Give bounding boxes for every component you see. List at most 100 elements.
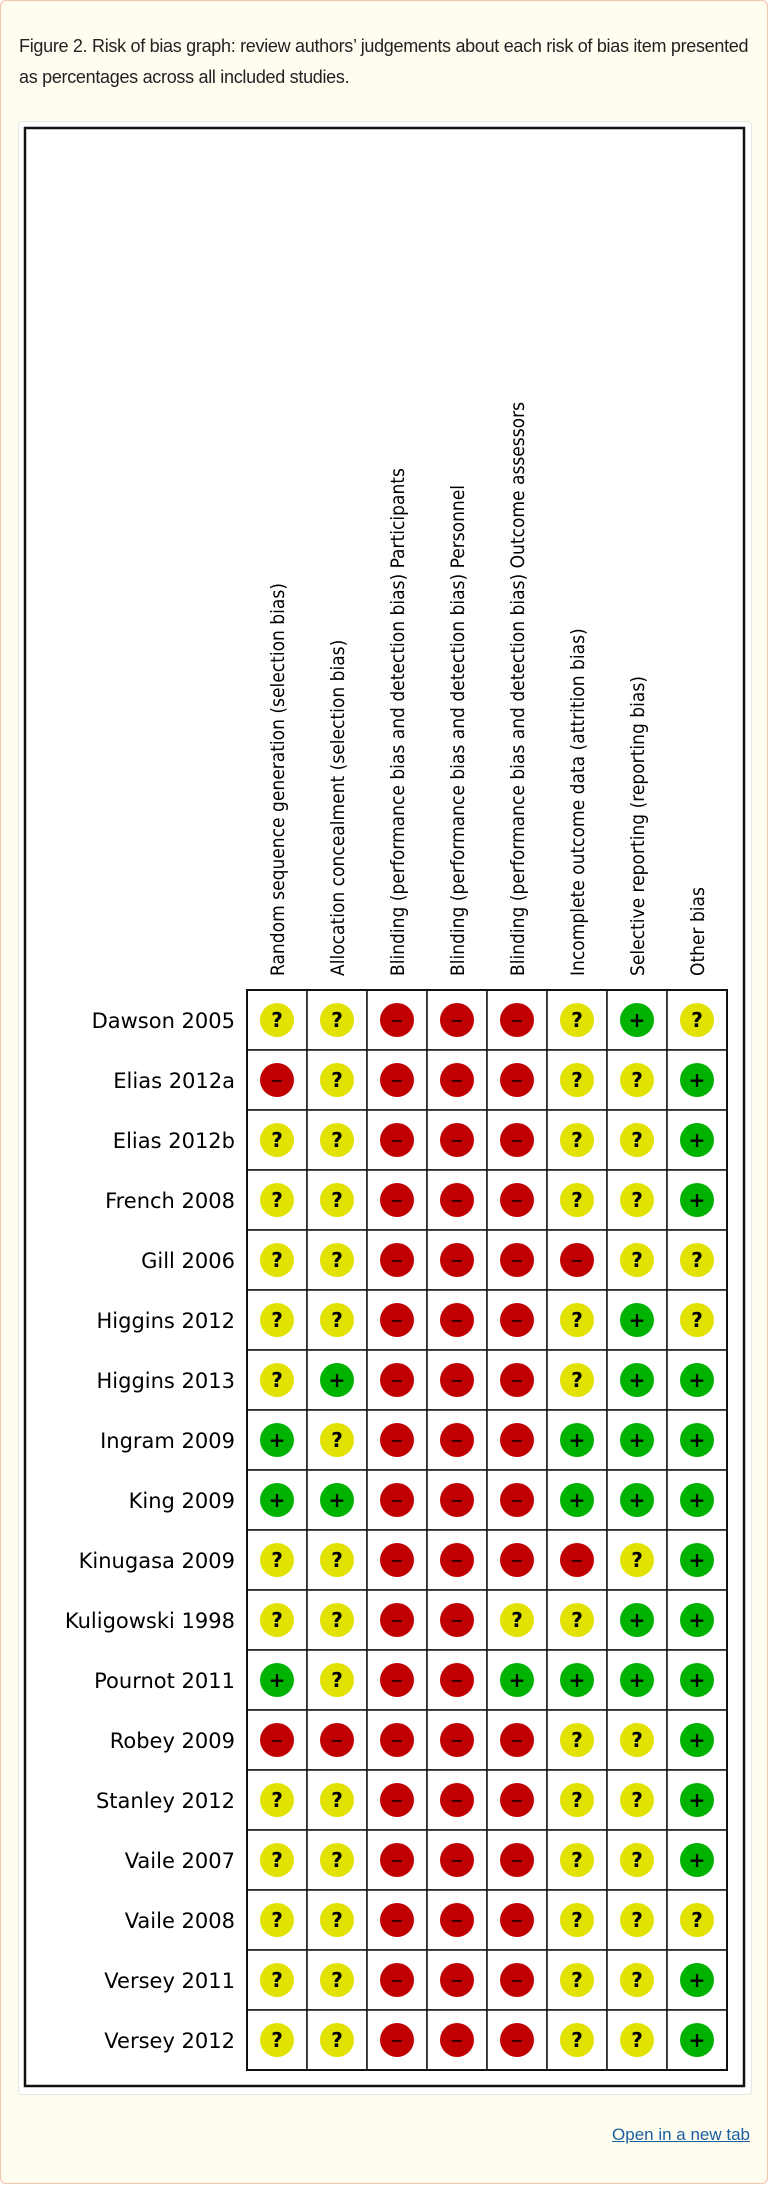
grid-cell — [606, 1589, 668, 1651]
risk-high-marker — [500, 1783, 534, 1817]
risk-symbol: ? — [631, 1248, 643, 1272]
risk-symbol: + — [329, 1368, 346, 1392]
risk-unclear-marker — [260, 1963, 294, 1997]
study-label: Elias 2012a — [113, 1069, 235, 1093]
risk-unclear-marker — [260, 1363, 294, 1397]
study-label: French 2008 — [105, 1189, 235, 1213]
grid-cell — [606, 1529, 668, 1591]
risk-symbol: − — [450, 1731, 463, 1750]
study-label: Pournot 2011 — [94, 1669, 235, 1693]
risk-unclear-marker — [560, 1303, 594, 1337]
risk-symbol: ? — [331, 1848, 343, 1872]
risk-unclear-marker — [320, 1303, 354, 1337]
risk-symbol: − — [390, 1311, 403, 1330]
risk-unclear-marker — [260, 1783, 294, 1817]
risk-low-marker — [620, 1663, 654, 1697]
risk-high-marker — [500, 1063, 534, 1097]
risk-symbol: ? — [331, 2028, 343, 2052]
risk-high-marker — [440, 1843, 474, 1877]
risk-symbol: ? — [571, 1728, 583, 1752]
risk-unclear-marker — [620, 1723, 654, 1757]
risk-symbol: + — [689, 1968, 706, 1992]
study-label: Versey 2011 — [104, 1969, 235, 1993]
risk-symbol: ? — [571, 1368, 583, 1392]
open-in-new-tab-link[interactable]: Open in a new tab — [612, 2125, 750, 2144]
study-label: Elias 2012b — [113, 1129, 235, 1153]
risk-unclear-marker — [680, 1903, 714, 1937]
risk-symbol: − — [390, 1851, 403, 1870]
risk-symbol: ? — [571, 2028, 583, 2052]
risk-high-marker — [380, 1483, 414, 1517]
risk-symbol: ? — [271, 1008, 283, 1032]
risk-unclear-marker — [560, 2023, 594, 2057]
risk-symbol: − — [510, 1131, 523, 1150]
study-label: Robey 2009 — [110, 1729, 235, 1753]
risk-symbol: − — [270, 1731, 283, 1750]
risk-high-marker — [560, 1543, 594, 1577]
risk-unclear-marker — [680, 1003, 714, 1037]
risk-high-marker — [440, 1603, 474, 1637]
risk-high-marker — [320, 1723, 354, 1757]
study-label: Kuligowski 1998 — [65, 1609, 235, 1633]
risk-symbol: − — [450, 1251, 463, 1270]
risk-symbol: ? — [631, 2028, 643, 2052]
risk-symbol: ? — [271, 1188, 283, 1212]
risk-symbol: − — [510, 1431, 523, 1450]
risk-symbol: ? — [571, 1188, 583, 1212]
risk-symbol: − — [450, 1971, 463, 1990]
risk-symbol: ? — [331, 1908, 343, 1932]
grid-border — [246, 989, 728, 2071]
risk-symbol: − — [390, 1671, 403, 1690]
study-label: Higgins 2013 — [97, 1369, 236, 1393]
risk-symbol: + — [689, 1128, 706, 1152]
risk-symbol: − — [450, 1671, 463, 1690]
risk-unclear-marker — [320, 1123, 354, 1157]
risk-symbol: + — [269, 1428, 286, 1452]
risk-unclear-marker — [320, 1243, 354, 1277]
risk-high-marker — [260, 1063, 294, 1097]
risk-symbol: − — [390, 1131, 403, 1150]
risk-high-marker — [380, 1843, 414, 1877]
risk-symbol: ? — [271, 1368, 283, 1392]
column-header: Selective reporting (reporting bias) — [627, 676, 649, 976]
risk-high-marker — [500, 1543, 534, 1577]
risk-high-marker — [440, 1723, 474, 1757]
risk-symbol: ? — [331, 1068, 343, 1092]
risk-symbol: − — [390, 1971, 403, 1990]
column-header: Incomplete outcome data (attrition bias) — [567, 628, 589, 976]
risk-symbol: − — [510, 1011, 523, 1030]
risk-symbol: ? — [271, 1608, 283, 1632]
risk-symbol: − — [510, 1731, 523, 1750]
risk-high-marker — [500, 1243, 534, 1277]
risk-low-marker — [320, 1363, 354, 1397]
risk-high-marker — [440, 2023, 474, 2057]
risk-symbol: + — [569, 1428, 586, 1452]
risk-unclear-marker — [320, 1663, 354, 1697]
risk-unclear-marker — [500, 1603, 534, 1637]
risk-symbol: ? — [571, 1008, 583, 1032]
risk-symbol: − — [510, 2031, 523, 2050]
risk-unclear-marker — [620, 1903, 654, 1937]
risk-high-marker — [380, 1123, 414, 1157]
risk-high-marker — [500, 1303, 534, 1337]
risk-symbol: + — [629, 1008, 646, 1032]
risk-high-marker — [500, 1483, 534, 1517]
study-label: Vaile 2008 — [125, 1909, 235, 1933]
risk-low-marker — [620, 1603, 654, 1637]
risk-high-marker — [500, 1723, 534, 1757]
risk-high-marker — [380, 1423, 414, 1457]
risk-unclear-marker — [260, 1243, 294, 1277]
risk-symbol: ? — [631, 1968, 643, 1992]
risk-unclear-marker — [680, 1303, 714, 1337]
risk-symbol: ? — [631, 1788, 643, 1812]
risk-symbol: + — [689, 1188, 706, 1212]
risk-unclear-marker — [320, 1063, 354, 1097]
risk-unclear-marker — [260, 1543, 294, 1577]
risk-symbol: ? — [331, 1968, 343, 1992]
risk-symbol: + — [629, 1488, 646, 1512]
risk-symbol: − — [270, 1071, 283, 1090]
risk-symbol: − — [450, 1071, 463, 1090]
risk-low-marker — [500, 1663, 534, 1697]
risk-low-marker — [620, 1363, 654, 1397]
